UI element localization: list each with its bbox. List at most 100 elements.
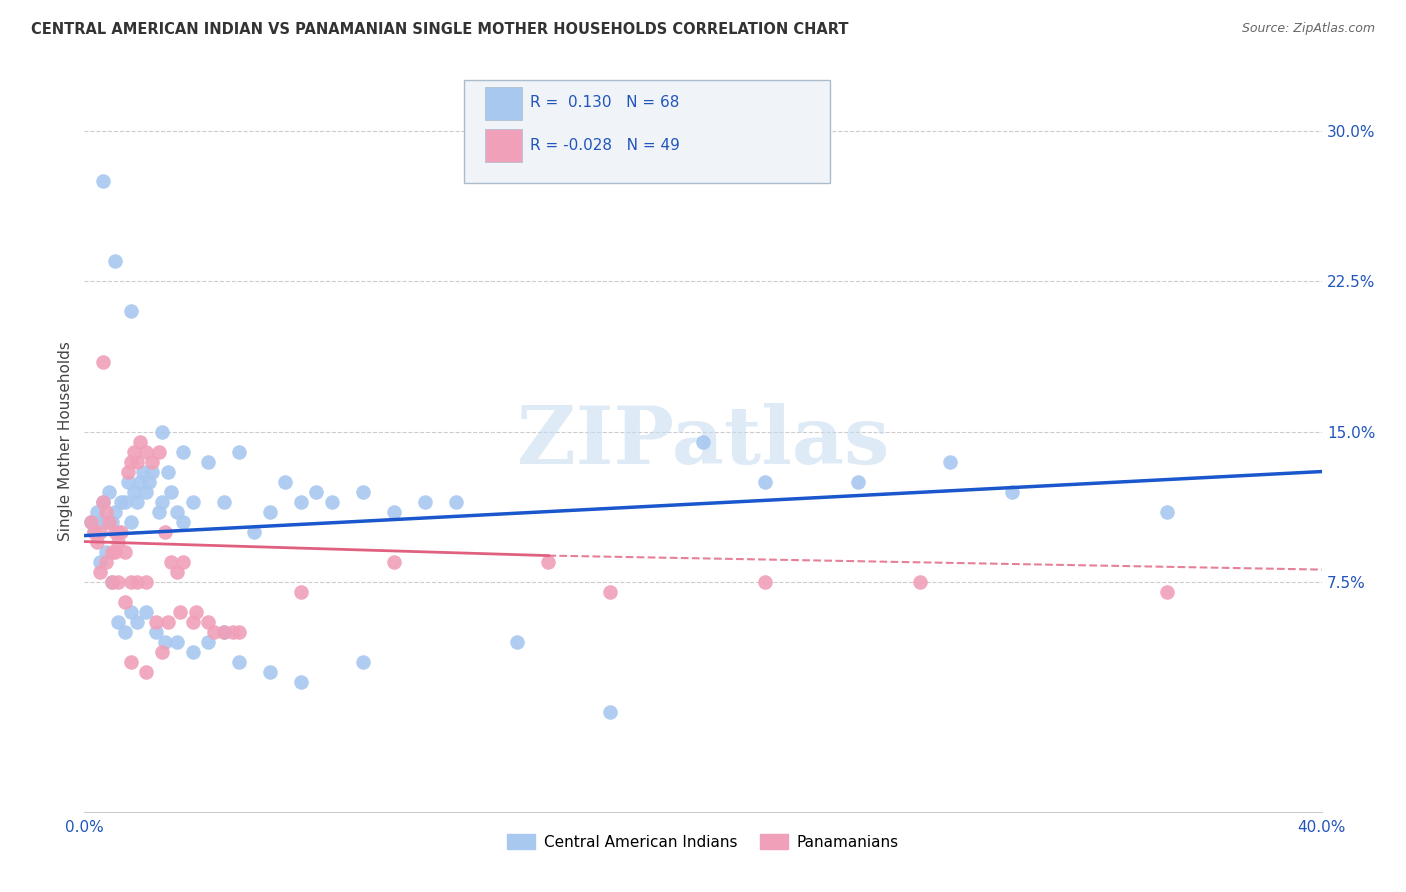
Point — [94, 555, 117, 569]
Point — [228, 444, 250, 458]
Point — [1156, 584, 1178, 599]
Point — [259, 665, 281, 679]
Point — [352, 655, 374, 669]
Point — [846, 475, 869, 489]
Point — [305, 484, 328, 499]
Point — [506, 634, 529, 648]
Point — [94, 505, 117, 519]
Point — [150, 425, 173, 439]
Point — [107, 534, 129, 549]
Point — [125, 494, 148, 508]
Point — [150, 645, 173, 659]
Point — [89, 555, 111, 569]
Point — [104, 505, 127, 519]
Text: R = -0.028   N = 49: R = -0.028 N = 49 — [530, 138, 681, 153]
Point — [101, 544, 124, 558]
Text: CENTRAL AMERICAN INDIAN VS PANAMANIAN SINGLE MOTHER HOUSEHOLDS CORRELATION CHART: CENTRAL AMERICAN INDIAN VS PANAMANIAN SI… — [31, 22, 848, 37]
Point — [145, 624, 167, 639]
Point — [104, 544, 127, 558]
Point — [184, 605, 207, 619]
Point — [274, 475, 297, 489]
Y-axis label: Single Mother Households: Single Mother Households — [58, 342, 73, 541]
Point — [150, 494, 173, 508]
Point — [1001, 484, 1024, 499]
Text: R =  0.130   N = 68: R = 0.130 N = 68 — [530, 95, 679, 110]
Point — [212, 624, 235, 639]
Point — [166, 634, 188, 648]
Point — [290, 494, 312, 508]
Point — [202, 624, 225, 639]
Point — [132, 465, 155, 479]
Point — [135, 484, 157, 499]
Point — [122, 484, 145, 499]
Point — [444, 494, 467, 508]
Point — [212, 494, 235, 508]
Point — [754, 574, 776, 589]
Point — [94, 515, 117, 529]
Point — [114, 624, 136, 639]
Point — [120, 574, 142, 589]
Point — [107, 524, 129, 539]
Point — [153, 524, 176, 539]
Point — [243, 524, 266, 539]
Point — [83, 524, 105, 539]
Point — [114, 544, 136, 558]
Point — [98, 484, 121, 499]
Point — [382, 505, 405, 519]
Point — [120, 515, 142, 529]
Point — [169, 605, 191, 619]
Point — [89, 524, 111, 539]
Point — [290, 674, 312, 689]
Point — [110, 494, 132, 508]
Point — [120, 605, 142, 619]
Point — [120, 304, 142, 318]
Point — [91, 494, 114, 508]
Point — [107, 574, 129, 589]
Point — [135, 605, 157, 619]
Point — [125, 574, 148, 589]
Point — [382, 555, 405, 569]
Point — [104, 254, 127, 268]
Point — [145, 615, 167, 629]
Point — [120, 655, 142, 669]
Point — [98, 515, 121, 529]
Point — [107, 615, 129, 629]
Point — [413, 494, 436, 508]
Point — [181, 615, 204, 629]
Point — [122, 444, 145, 458]
Point — [83, 524, 105, 539]
Point — [129, 434, 152, 449]
Text: ZIPatlas: ZIPatlas — [517, 402, 889, 481]
Point — [228, 655, 250, 669]
Point — [89, 515, 111, 529]
Point — [110, 524, 132, 539]
Point — [754, 475, 776, 489]
Point — [153, 634, 176, 648]
Point — [135, 574, 157, 589]
Point — [599, 705, 621, 719]
Point — [166, 565, 188, 579]
Point — [138, 475, 160, 489]
Point — [86, 534, 108, 549]
Point — [599, 584, 621, 599]
Point — [91, 174, 114, 188]
Point — [79, 515, 101, 529]
Point — [141, 465, 163, 479]
Point — [141, 454, 163, 468]
Point — [79, 515, 101, 529]
Point — [1156, 505, 1178, 519]
Point — [114, 594, 136, 608]
Point — [197, 454, 219, 468]
Point — [692, 434, 714, 449]
Point — [166, 505, 188, 519]
Point — [160, 555, 183, 569]
Point — [120, 454, 142, 468]
Point — [101, 574, 124, 589]
Point — [908, 574, 931, 589]
Point — [91, 494, 114, 508]
Point — [117, 465, 139, 479]
Point — [135, 444, 157, 458]
Point — [181, 645, 204, 659]
Point — [117, 475, 139, 489]
Point — [222, 624, 245, 639]
